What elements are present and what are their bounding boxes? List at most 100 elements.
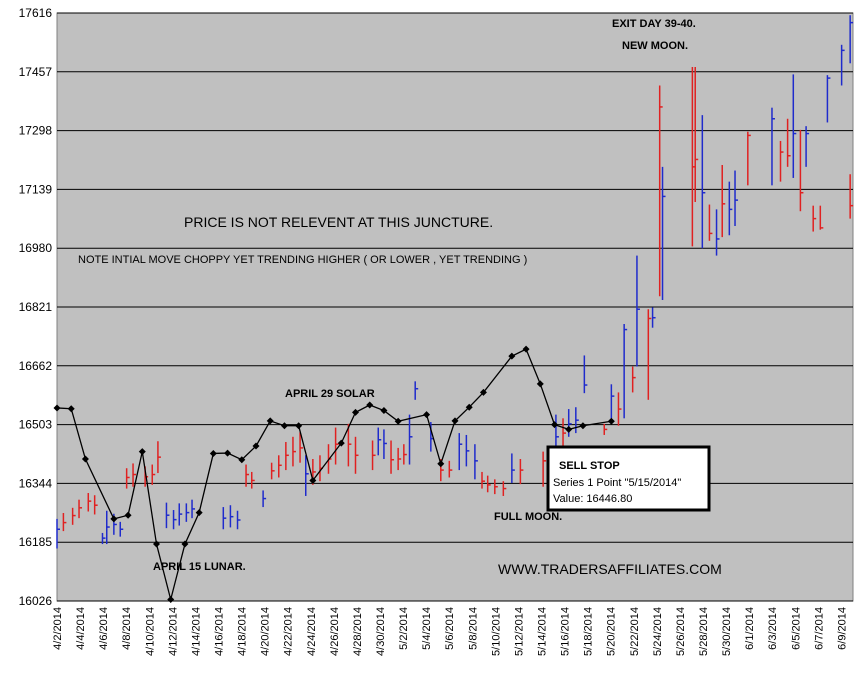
y-tick-label: 16662 [19, 359, 53, 373]
series-point-marker [53, 404, 61, 412]
x-tick-label: 5/2/2014 [398, 607, 410, 650]
series-point-marker [394, 417, 402, 425]
ohlc-bar [354, 436, 359, 474]
ohlc-bar [819, 205, 824, 230]
ohlc-bar [610, 384, 615, 419]
series-point-marker [579, 422, 587, 430]
ohlc-bar [583, 355, 588, 394]
ohlc-bar [458, 433, 463, 471]
series-point-marker [195, 509, 203, 517]
y-tick-label: 17616 [19, 6, 53, 20]
ohlc-bar [617, 392, 622, 426]
series-point-marker [81, 455, 89, 463]
ohlc-bar [403, 444, 407, 465]
tooltip-value: Value: 16446.80 [553, 493, 632, 505]
ohlc-bar [511, 453, 515, 484]
x-tick-label: 4/4/2014 [75, 607, 87, 650]
series-point-marker [366, 401, 374, 409]
ohlc-bar [178, 503, 183, 526]
x-tick-label: 4/26/2014 [329, 607, 341, 656]
ohlc-bar [715, 209, 720, 256]
ohlc-bar [486, 475, 491, 493]
ohlc-bar [119, 521, 124, 537]
x-tick-label: 4/2/2014 [52, 607, 64, 650]
x-tick-label: 5/16/2014 [560, 607, 572, 656]
ohlc-bar [132, 463, 137, 487]
series-point-marker [153, 540, 160, 548]
annotation-new-moon: NEW MOON. [622, 40, 688, 52]
ohlc-bar [502, 481, 507, 496]
x-tick-label: 6/5/2014 [790, 607, 802, 650]
ohlc-bar [292, 436, 296, 467]
y-tick-label: 16821 [19, 300, 53, 314]
ohlc-bar [849, 174, 854, 219]
series-point-marker [465, 403, 473, 411]
ohlc-bar [185, 503, 190, 522]
series-point-marker [380, 407, 388, 415]
y-tick-label: 17298 [19, 124, 53, 138]
series-point-marker [479, 388, 487, 396]
ohlc-bar [448, 460, 453, 478]
x-tick-label: 4/8/2014 [121, 607, 133, 650]
annotation-price-not-relevant: PRICE IS NOT RELEVENT AT THIS JUNCTURE. [184, 214, 493, 230]
x-tick-label: 5/24/2014 [652, 607, 664, 656]
ohlc-bar [408, 414, 413, 465]
ohlc-bar [694, 66, 699, 202]
ohlc-bar [151, 464, 156, 485]
tooltip-title-bg [553, 455, 623, 471]
x-tick-label: 4/12/2014 [167, 607, 179, 656]
series-point-marker [565, 425, 573, 433]
ohlc-bar [172, 510, 177, 530]
x-tick-label: 5/4/2014 [421, 607, 433, 650]
series-point-marker [167, 596, 175, 604]
series-point-marker [138, 448, 146, 456]
series-point-marker [352, 408, 359, 416]
x-tick-label: 5/22/2014 [629, 607, 641, 656]
x-tick-label: 6/3/2014 [767, 607, 779, 650]
ohlc-bar [56, 518, 60, 549]
ohlc-bar [799, 129, 804, 212]
ohlc-bar [661, 166, 666, 300]
x-tick-label: 4/28/2014 [352, 607, 364, 656]
y-tick-label: 16026 [19, 594, 53, 608]
y-tick-label: 16980 [19, 241, 53, 255]
ohlc-bar [636, 255, 640, 367]
ohlc-bar [191, 499, 196, 519]
series-point-marker [508, 352, 516, 360]
ohlc-bar [165, 502, 170, 529]
series-point-marker [110, 515, 118, 523]
x-tick-label: 4/20/2014 [260, 607, 272, 656]
series-point-marker [252, 442, 260, 450]
ohlc-bar [285, 441, 289, 471]
annotation-exit-day: EXIT DAY 39-40. [612, 18, 696, 30]
x-tick-label: 5/18/2014 [583, 607, 595, 656]
ohlc-bar [849, 15, 854, 64]
x-tick-label: 4/16/2014 [214, 607, 226, 656]
y-tick-label: 16185 [19, 535, 53, 549]
ohlc-bar [747, 131, 751, 186]
series-point-marker [224, 449, 232, 457]
x-tick-label: 4/10/2014 [144, 607, 156, 656]
series-point-marker [536, 380, 544, 388]
ohlc-bar [414, 381, 419, 400]
x-tick-label: 6/9/2014 [836, 607, 848, 650]
x-tick-label: 6/1/2014 [744, 607, 756, 650]
x-tick-label: 5/6/2014 [444, 607, 456, 650]
ohlc-bar [786, 118, 791, 167]
series-point-marker [607, 417, 615, 425]
series-point-marker [295, 422, 303, 430]
ohlc-bar [623, 324, 628, 419]
ohlc-bar [78, 499, 83, 519]
ohlc-bar [250, 471, 255, 489]
series-point-marker [67, 405, 75, 413]
y-tick-label: 16503 [19, 418, 53, 432]
x-tick-label: 6/7/2014 [813, 607, 825, 650]
x-tick-label: 5/28/2014 [698, 607, 710, 656]
ohlc-bar [826, 75, 831, 123]
ohlc-bar [236, 510, 241, 530]
ohlc-bar [262, 490, 267, 508]
ohlc-bar [812, 205, 817, 232]
ohlc-bar [390, 440, 395, 474]
